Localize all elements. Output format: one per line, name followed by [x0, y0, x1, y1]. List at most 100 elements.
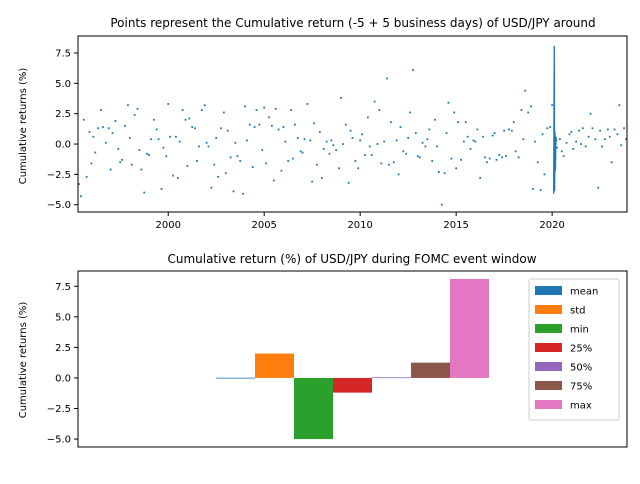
data-point — [88, 130, 91, 133]
data-point — [584, 145, 587, 148]
data-point — [407, 137, 410, 139]
data-point — [623, 127, 626, 130]
data-point — [311, 180, 314, 183]
data-point — [172, 174, 174, 177]
data-point — [457, 121, 459, 124]
data-point — [178, 140, 181, 143]
data-point — [167, 103, 170, 105]
data-point — [495, 158, 498, 161]
data-point — [242, 192, 244, 195]
data-point — [184, 118, 187, 121]
data-point — [342, 143, 344, 145]
data-point — [165, 155, 168, 158]
data-point — [294, 123, 296, 126]
data-point — [568, 133, 571, 136]
bottom-ytick-label: 7.5 — [55, 282, 71, 293]
bottom-ytick-label: 2.5 — [55, 343, 71, 354]
data-point — [399, 126, 402, 128]
bottom-ytick-label: 0.0 — [55, 373, 71, 384]
data-point — [253, 126, 256, 128]
data-point — [107, 127, 110, 130]
data-point — [591, 127, 594, 130]
data-point — [217, 175, 220, 178]
data-point — [127, 104, 129, 107]
bottom-chart-title: Cumulative return (%) of USD/JPY during … — [167, 252, 536, 266]
data-point — [484, 156, 486, 159]
data-point — [618, 104, 621, 107]
data-point — [213, 163, 216, 166]
data-point — [349, 129, 352, 132]
data-point — [90, 162, 93, 165]
data-point — [437, 171, 440, 173]
data-point — [174, 135, 177, 138]
bar-50pct — [372, 377, 411, 379]
top-ytick-label: −5.0 — [47, 200, 71, 211]
legend-label: 25% — [570, 344, 592, 355]
data-point — [196, 160, 198, 162]
data-point — [359, 139, 362, 142]
data-point — [386, 77, 388, 80]
data-point — [299, 150, 302, 153]
top-xtick-label: 2010 — [347, 220, 372, 231]
data-point — [258, 123, 261, 126]
data-point — [318, 130, 321, 133]
data-point — [575, 140, 578, 143]
top-chart: Points represent the Cumulative return (… — [18, 16, 628, 231]
data-point — [532, 188, 534, 190]
data-point — [620, 144, 623, 147]
data-point — [328, 152, 331, 155]
data-point — [220, 127, 222, 130]
data-point — [292, 157, 294, 160]
data-point — [536, 161, 539, 164]
data-point — [234, 141, 237, 144]
top-chart-points — [78, 45, 627, 206]
data-point — [191, 126, 194, 128]
data-point — [469, 147, 472, 150]
legend-swatch — [535, 400, 562, 409]
bottom-chart: Cumulative return (%) of USD/JPY during … — [18, 252, 628, 448]
data-point — [383, 140, 386, 143]
data-point — [474, 140, 477, 143]
data-point — [205, 141, 208, 144]
legend-label: 50% — [570, 363, 592, 374]
top-xtick-label: 2015 — [443, 220, 468, 231]
data-point — [443, 172, 446, 175]
data-point — [376, 143, 379, 145]
data-point — [181, 109, 184, 111]
data-point — [117, 147, 120, 150]
data-point — [316, 163, 318, 166]
legend-swatch — [535, 305, 562, 314]
data-point — [482, 135, 484, 138]
data-point — [606, 128, 609, 131]
data-point — [405, 152, 408, 155]
data-point — [388, 163, 390, 166]
data-point — [453, 111, 456, 114]
data-point — [505, 155, 507, 158]
data-point — [277, 128, 280, 131]
bottom-ytick-label: −5.0 — [47, 435, 71, 446]
data-point — [320, 177, 323, 179]
data-point — [527, 111, 530, 114]
data-point — [447, 101, 450, 104]
data-point — [229, 156, 232, 159]
data-point — [512, 121, 515, 124]
data-point — [589, 112, 592, 115]
data-point — [610, 161, 613, 164]
data-point — [121, 158, 124, 161]
bar-mean — [216, 377, 255, 379]
data-point — [188, 117, 191, 120]
bottom-chart-bars — [216, 278, 489, 440]
data-point — [587, 135, 590, 138]
data-point — [236, 155, 239, 158]
data-point — [498, 154, 501, 156]
top-chart-title: Points represent the Cumulative return (… — [110, 16, 595, 30]
data-point — [244, 105, 246, 108]
data-point — [539, 189, 542, 192]
data-point — [92, 135, 95, 138]
bar-25pct — [333, 377, 372, 393]
data-point — [594, 138, 597, 141]
data-point — [148, 154, 150, 156]
data-point — [426, 138, 429, 141]
data-point — [224, 172, 227, 175]
